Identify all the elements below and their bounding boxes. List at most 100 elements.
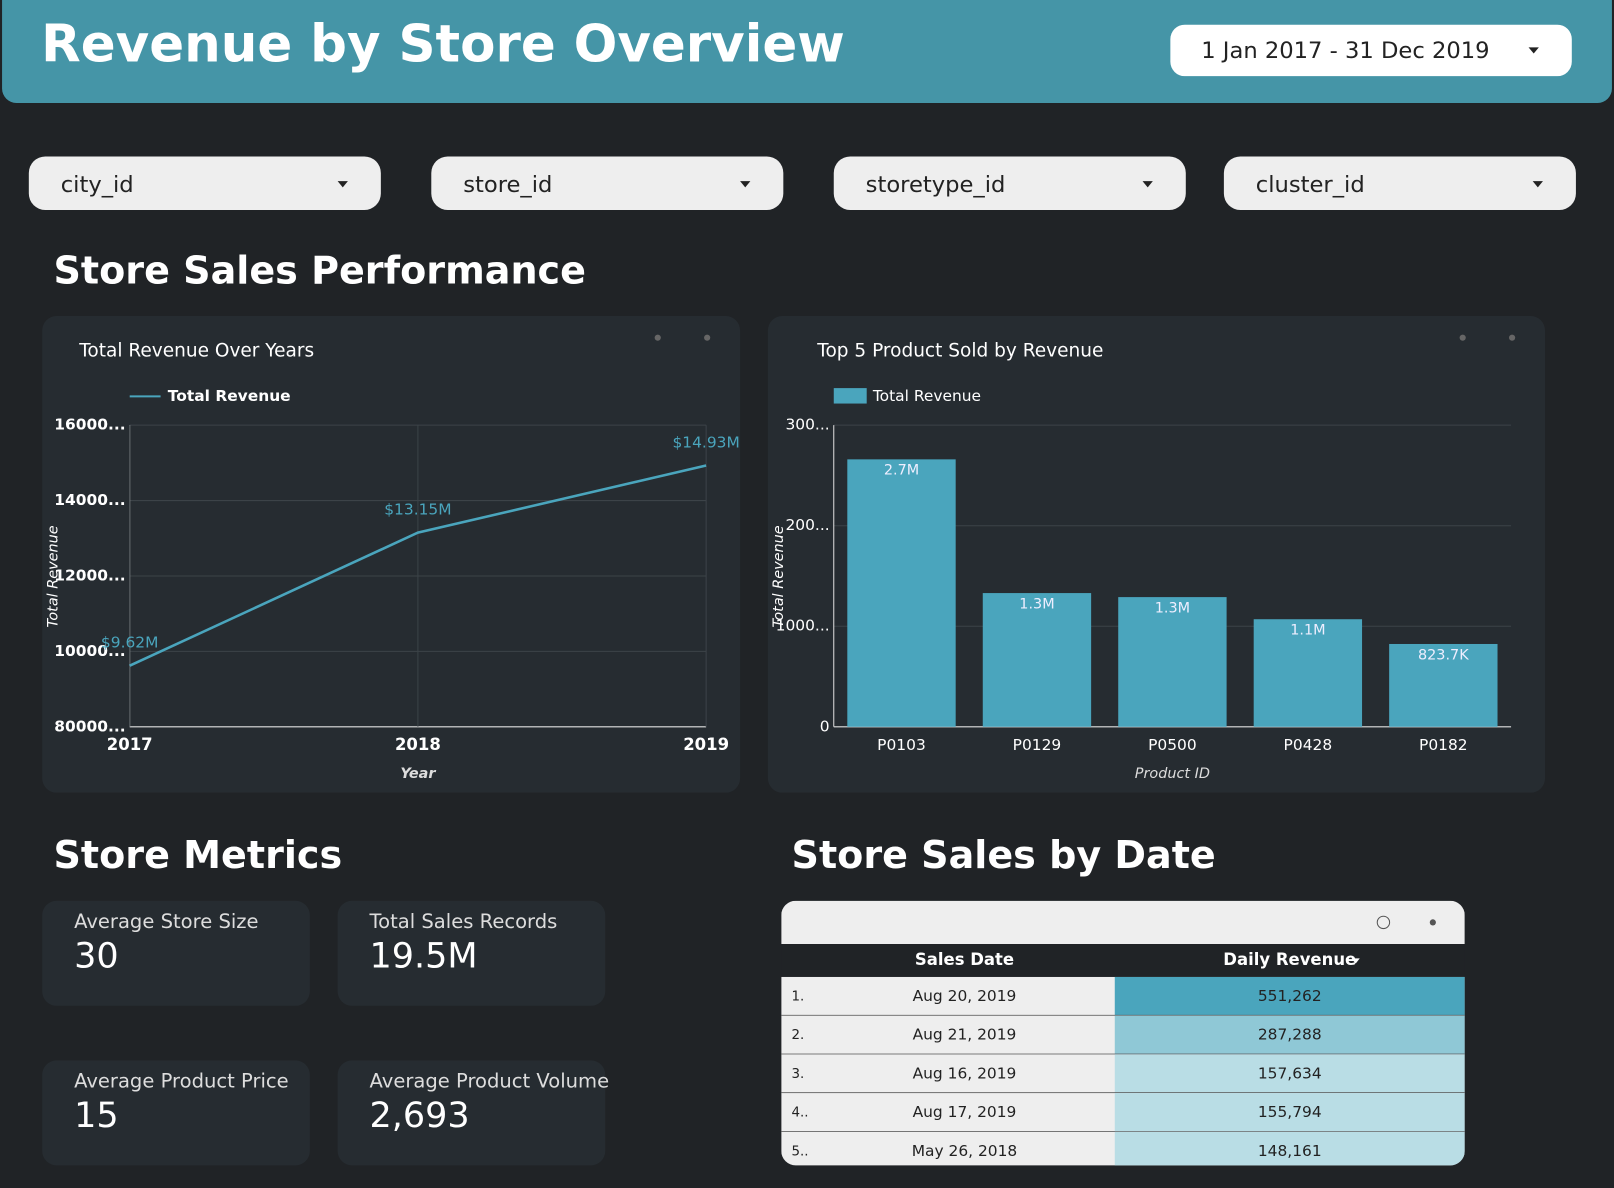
data-label: $14.93M (672, 433, 739, 451)
table-cell: Aug 21, 2019 (913, 1026, 1017, 1044)
y-tick-label: 300... (785, 416, 829, 434)
filter-label[interactable]: store_id (463, 172, 552, 198)
table-menu-icon[interactable] (1429, 919, 1436, 926)
row-index: 3. (792, 1067, 805, 1082)
data-label: $13.15M (384, 500, 451, 518)
section-title: Store Sales by Date (792, 833, 1216, 877)
column-header[interactable]: Daily Revenue (1223, 950, 1356, 969)
x-axis-label: Year (400, 766, 436, 782)
table-menu-icon[interactable] (1376, 915, 1391, 930)
legend-swatch (833, 388, 867, 404)
y-tick-label: 16000... (54, 416, 125, 434)
x-tick-label: 2018 (395, 735, 441, 754)
y-tick-label: 12000... (54, 566, 125, 584)
y-axis-label: Total Revenue (46, 525, 62, 627)
heat-cell (1114, 1131, 1465, 1166)
metric-label: Average Product Volume (370, 1069, 610, 1092)
metric-label: Average Store Size (74, 910, 258, 933)
section-title: Store Metrics (54, 833, 343, 877)
dropdown-arrow[interactable] (337, 181, 348, 188)
metric-card (337, 900, 606, 1006)
chart-title: Total Revenue Over Years (78, 341, 314, 362)
bar (1118, 597, 1227, 727)
legend-label: Total Revenue (872, 387, 981, 405)
chart-title: Top 5 Product Sold by Revenue (816, 341, 1103, 362)
x-tick-label: P0129 (1013, 736, 1062, 754)
metric-label: Total Sales Records (369, 910, 558, 933)
dropdown-arrow[interactable] (1528, 47, 1539, 54)
x-tick-label: P0428 (1284, 736, 1333, 754)
heat-cell (1114, 1015, 1465, 1055)
filter-dropdown[interactable] (833, 156, 1186, 211)
y-tick-label: 14000... (54, 491, 125, 509)
bar (1253, 619, 1363, 727)
date-range[interactable]: 1 Jan 2017 - 31 Dec 2019 (1201, 38, 1489, 64)
data-label: 2.7M (884, 463, 919, 479)
filter-label[interactable]: cluster_id (1256, 172, 1365, 198)
filter-dropdown[interactable] (1223, 156, 1576, 211)
dropdown-arrow[interactable] (1532, 181, 1543, 188)
table-cell: 157,634 (1258, 1064, 1322, 1082)
table-toolbar (781, 900, 1465, 945)
table-cell: Aug 16, 2019 (913, 1064, 1017, 1082)
row-index: 5.. (792, 1144, 809, 1159)
data-label: $9.62M (101, 634, 159, 652)
metric-value: 19.5M (370, 936, 478, 976)
x-tick-label: 2019 (683, 735, 729, 754)
x-tick-label: P0103 (877, 736, 926, 754)
filter-dropdown[interactable] (28, 156, 381, 211)
dropdown-arrow[interactable] (740, 181, 751, 188)
legend-label: Total Revenue (168, 387, 291, 405)
table-cell: 287,288 (1258, 1026, 1322, 1044)
bar (1389, 643, 1498, 727)
column-header[interactable]: Sales Date (915, 950, 1014, 969)
chart-menu-icon[interactable] (1509, 334, 1516, 341)
sort-arrow[interactable] (1351, 958, 1360, 964)
filter-dropdown[interactable] (431, 156, 784, 211)
data-label: 823.7K (1418, 647, 1469, 663)
metric-card (337, 1060, 606, 1166)
row-index: 2. (792, 1028, 805, 1043)
line (129, 464, 707, 667)
y-tick-label: 1000... (776, 617, 830, 635)
y-tick-label: 200... (785, 516, 829, 534)
filter-label[interactable]: storetype_id (866, 172, 1006, 198)
x-tick-label: P0500 (1148, 736, 1197, 754)
data-label: 1.3M (1155, 600, 1190, 616)
chart-menu-icon[interactable] (654, 334, 661, 341)
row-index: 1. (792, 990, 805, 1005)
table-cell: 148,161 (1258, 1142, 1322, 1160)
y-axis-label: Total Revenue (771, 525, 787, 627)
x-tick-label: P0182 (1419, 736, 1468, 754)
heat-cell (1114, 1054, 1465, 1094)
metric-card (42, 900, 310, 1006)
table-cell: Aug 17, 2019 (913, 1103, 1017, 1121)
metric-value: 30 (74, 936, 119, 976)
row-index: 4.. (792, 1106, 809, 1121)
table: Sales Date Daily Revenue 1. Aug 20, 2019 551… (781, 900, 1465, 1166)
chart-panel (42, 316, 741, 793)
bar (847, 459, 956, 727)
date-picker-box[interactable] (1170, 24, 1572, 77)
bar (982, 593, 1092, 727)
table-cell: Aug 20, 2019 (913, 987, 1017, 1005)
metric-value: 15 (74, 1096, 119, 1136)
dropdown-arrow[interactable] (1142, 181, 1153, 188)
table-cell: 551,262 (1258, 987, 1322, 1005)
date-picker[interactable]: 1 Jan 2017 - 31 Dec 2019 (1170, 24, 1572, 77)
y-tick-label: 0 (820, 717, 830, 735)
chart-menu-icon[interactable] (704, 334, 711, 341)
page-title: Revenue by Store Overview (41, 14, 845, 74)
heat-cell (1114, 1093, 1465, 1132)
chart-menu-icon[interactable] (1459, 334, 1466, 341)
metric-card (42, 1060, 310, 1166)
data-label: 1.1M (1290, 623, 1325, 639)
table-cell: 155,794 (1258, 1103, 1322, 1121)
filter-label[interactable]: city_id (61, 172, 134, 198)
y-tick-label: 10000... (54, 642, 125, 660)
metric-value: 2,693 (370, 1096, 470, 1136)
table-header (781, 944, 1465, 977)
heat-cell (1114, 976, 1465, 1016)
